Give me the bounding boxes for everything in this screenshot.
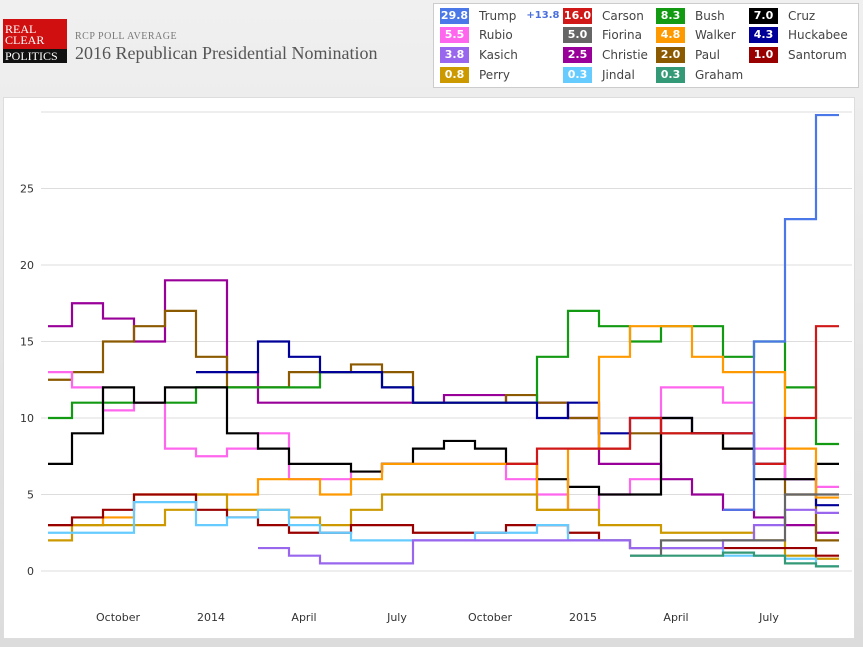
value-badge: 2.0 <box>656 46 685 63</box>
legend-item-kasich[interactable]: 3.8 Kasich <box>440 46 518 63</box>
series-line-carson <box>506 325 839 465</box>
page-title: 2016 Republican Presidential Nomination <box>75 43 378 63</box>
y-tick-label: 5 <box>27 489 34 502</box>
series-line-huckabee <box>196 340 839 507</box>
candidate-name: Paul <box>695 47 720 62</box>
series-line-kasich <box>258 508 839 565</box>
value-badge: 0.3 <box>563 66 592 83</box>
value-badge: 4.8 <box>656 26 685 43</box>
logo-red: REAL CLEAR <box>3 19 67 49</box>
value-badge: 4.3 <box>749 26 778 43</box>
candidate-name: Perry <box>479 67 510 82</box>
x-tick-label: April <box>291 611 316 624</box>
legend: 29.8 Trump +13.8 16.0 Carson 8.3 Bush 7.0 Cruz 5.… <box>433 3 859 88</box>
candidate-name: Trump <box>479 8 517 23</box>
series-line-fiorina <box>630 493 839 557</box>
rcp-logo[interactable]: REAL CLEAR POLITICS <box>3 19 67 65</box>
series-line-trump <box>723 113 839 511</box>
y-tick-label: 0 <box>27 565 34 578</box>
logo-black: POLITICS <box>3 49 67 63</box>
legend-item-paul[interactable]: 2.0 Paul <box>656 46 720 63</box>
y-tick-label: 15 <box>20 336 34 349</box>
poll-chart: 0 5 10 15 20 25 October 2014 April July October 201… <box>20 111 852 624</box>
x-tick-label: 2015 <box>569 611 597 624</box>
series-line-bush <box>48 309 839 446</box>
value-badge: 0.8 <box>440 66 469 83</box>
x-tick-label: October <box>468 611 512 624</box>
series-line-graham <box>630 551 839 568</box>
legend-item-fiorina[interactable]: 5.0 Fiorina <box>563 26 642 43</box>
series-line-perry <box>48 493 839 560</box>
legend-item-bush[interactable]: 8.3 Bush <box>656 7 725 24</box>
x-tick-label: October <box>96 611 140 624</box>
value-badge: 8.3 <box>656 7 685 24</box>
legend-item-graham[interactable]: 0.3 Graham <box>656 66 743 83</box>
legend-item-huckabee[interactable]: 4.3 Huckabee <box>749 26 848 43</box>
value-badge: 1.0 <box>749 46 778 63</box>
y-tick-label: 25 <box>20 183 34 196</box>
candidate-name: Santorum <box>788 47 847 62</box>
value-badge: 5.5 <box>440 26 469 43</box>
legend-item-santorum[interactable]: 1.0 Santorum <box>749 46 847 63</box>
x-tick-label: July <box>758 611 779 624</box>
value-badge: 29.8 <box>440 7 469 24</box>
legend-item-christie[interactable]: 2.5 Christie <box>563 46 648 63</box>
candidate-name: Rubio <box>479 27 513 42</box>
candidate-name: Walker <box>695 27 736 42</box>
candidate-name: Carson <box>602 8 644 23</box>
y-tick-label: 10 <box>20 412 34 425</box>
candidate-name: Fiorina <box>602 27 642 42</box>
legend-item-walker[interactable]: 4.8 Walker <box>656 26 736 43</box>
x-tick-label: 2014 <box>197 611 225 624</box>
candidate-name: Cruz <box>788 8 816 23</box>
candidate-name: Christie <box>602 47 648 62</box>
x-tick-label: July <box>386 611 407 624</box>
subtitle: RCP POLL AVERAGE <box>75 31 178 42</box>
value-badge: 0.3 <box>656 66 685 83</box>
value-badge: 2.5 <box>563 46 592 63</box>
candidate-name: Jindal <box>602 67 635 82</box>
candidate-name: Graham <box>695 67 744 82</box>
series-line-paul <box>48 309 839 542</box>
legend-item-carson[interactable]: 16.0 Carson <box>563 7 644 24</box>
y-tick-label: 20 <box>20 259 34 272</box>
candidate-name: Kasich <box>479 47 518 62</box>
series-line-santorum <box>48 493 839 557</box>
value-badge: 3.8 <box>440 46 469 63</box>
legend-item-jindal[interactable]: 0.3 Jindal <box>563 66 635 83</box>
legend-item-cruz[interactable]: 7.0 Cruz <box>749 7 815 24</box>
legend-item-perry[interactable]: 0.8 Perry <box>440 66 510 83</box>
change-value: +13.8 <box>526 10 560 21</box>
x-tick-label: April <box>663 611 688 624</box>
value-badge: 16.0 <box>563 7 592 24</box>
candidate-name: Huckabee <box>788 27 848 42</box>
legend-item-trump[interactable]: 29.8 Trump +13.8 <box>440 7 559 24</box>
candidate-name: Bush <box>695 8 725 23</box>
chart-container: 0 5 10 15 20 25 October 2014 April July October 201… <box>3 97 855 639</box>
value-badge: 7.0 <box>749 7 778 24</box>
legend-item-rubio[interactable]: 5.5 Rubio <box>440 26 513 43</box>
value-badge: 5.0 <box>563 26 592 43</box>
